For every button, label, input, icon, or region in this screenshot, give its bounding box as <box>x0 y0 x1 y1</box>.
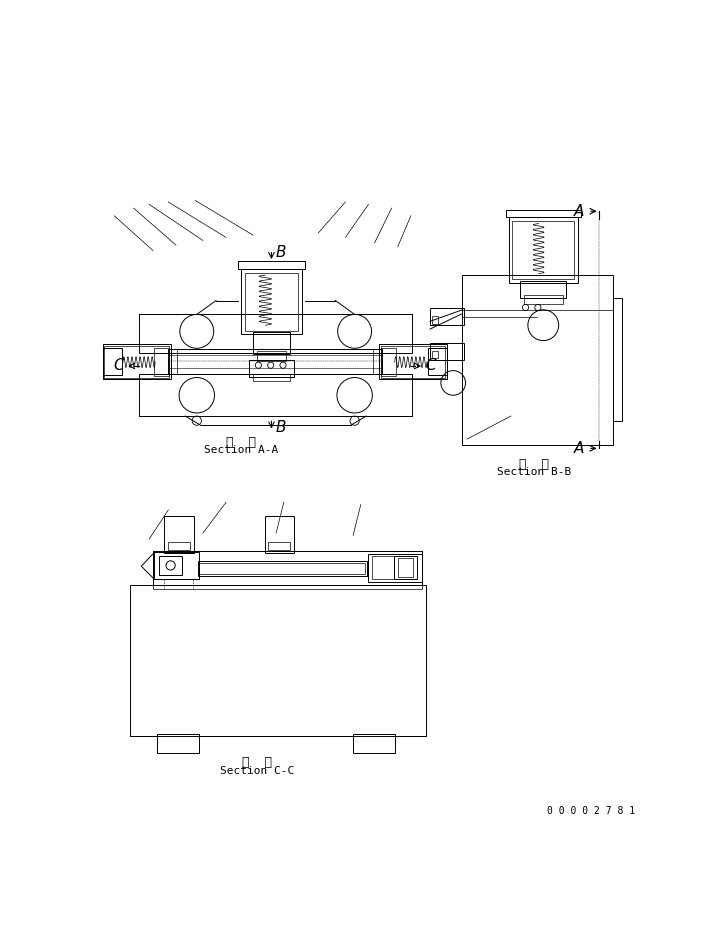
Text: Section A-A: Section A-A <box>204 445 279 456</box>
Bar <box>432 351 437 358</box>
Bar <box>238 261 304 269</box>
Text: C: C <box>425 358 436 373</box>
Bar <box>379 344 447 379</box>
Bar <box>432 316 437 324</box>
Text: B: B <box>276 420 286 435</box>
Bar <box>613 298 621 421</box>
Text: 0 0 0 0 2 7 8 1: 0 0 0 0 2 7 8 1 <box>547 807 635 817</box>
Text: Section B-B: Section B-B <box>497 467 571 477</box>
Bar <box>198 561 367 576</box>
Bar <box>168 349 382 374</box>
Bar <box>103 348 122 375</box>
Bar <box>165 516 194 553</box>
Text: C: C <box>113 358 124 373</box>
Bar <box>241 269 301 334</box>
Bar <box>373 349 379 374</box>
Text: 断  面: 断 面 <box>242 757 272 770</box>
Bar <box>524 295 563 305</box>
Bar <box>430 308 464 325</box>
Bar <box>157 734 199 753</box>
Bar <box>130 585 426 735</box>
Bar <box>103 344 170 379</box>
Bar <box>394 557 417 580</box>
Bar <box>199 563 365 574</box>
Bar <box>246 273 298 331</box>
Bar <box>153 551 422 585</box>
Bar <box>398 558 413 577</box>
Bar <box>381 346 445 378</box>
Bar <box>372 557 394 580</box>
Bar <box>430 343 464 360</box>
Text: Section C-C: Section C-C <box>220 766 294 776</box>
Bar <box>139 315 412 353</box>
Bar <box>159 557 182 575</box>
Bar <box>268 543 290 550</box>
Bar <box>155 552 199 580</box>
Bar <box>521 282 566 298</box>
Text: A: A <box>574 441 584 456</box>
Bar <box>154 347 169 376</box>
Bar <box>508 218 578 282</box>
Bar <box>257 351 286 361</box>
Bar <box>369 554 422 582</box>
Bar <box>253 332 290 354</box>
Text: 断  面: 断 面 <box>519 457 549 470</box>
Text: A: A <box>574 204 584 219</box>
Bar <box>505 209 581 218</box>
Bar <box>168 543 190 550</box>
Bar <box>264 516 294 553</box>
Bar <box>427 348 447 375</box>
Text: 断  面: 断 面 <box>226 436 256 449</box>
Text: B: B <box>276 245 286 260</box>
Bar <box>249 360 294 377</box>
Bar <box>170 349 177 374</box>
Bar <box>513 221 574 279</box>
Bar <box>463 275 613 444</box>
Bar <box>353 734 395 753</box>
Bar <box>105 346 169 378</box>
Bar <box>139 374 412 416</box>
Bar <box>253 374 290 381</box>
Bar <box>153 551 422 589</box>
Bar <box>381 347 396 376</box>
